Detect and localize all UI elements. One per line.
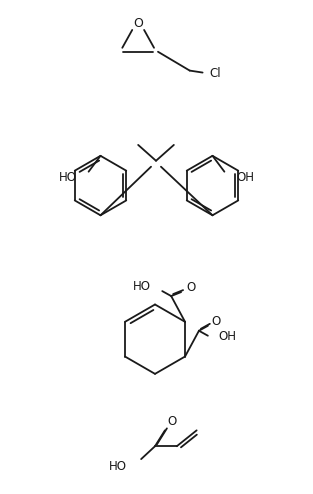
- Text: O: O: [211, 315, 220, 329]
- Text: O: O: [133, 17, 143, 31]
- Text: O: O: [186, 281, 196, 293]
- Text: OH: OH: [236, 171, 254, 184]
- Text: HO: HO: [109, 459, 127, 473]
- Text: OH: OH: [219, 330, 237, 343]
- Text: Cl: Cl: [209, 67, 221, 80]
- Text: O: O: [167, 415, 177, 428]
- Text: HO: HO: [59, 171, 77, 184]
- Text: HO: HO: [133, 280, 151, 292]
